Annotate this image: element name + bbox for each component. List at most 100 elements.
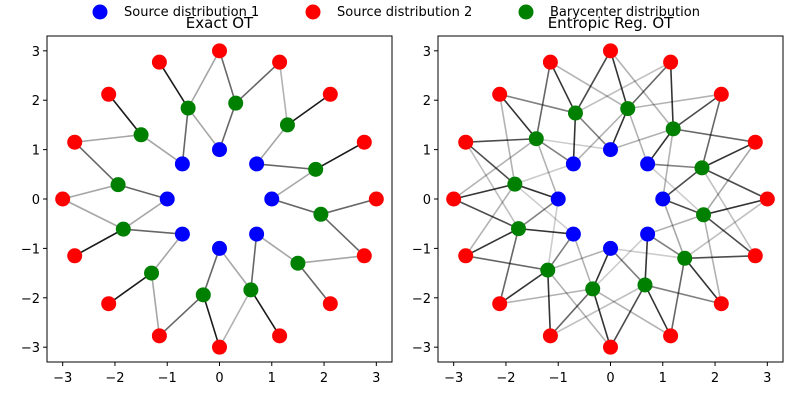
barycenter-point: [696, 207, 712, 223]
transport-link: [256, 233, 299, 264]
transport-link: [647, 163, 705, 216]
transport-link: [702, 214, 723, 304]
x-tick-label: 1: [659, 371, 667, 386]
transport-link: [465, 227, 519, 257]
legend-entry: Source distribution 2: [305, 4, 472, 20]
transport-link: [609, 284, 646, 348]
barycenter-point: [620, 101, 636, 117]
transport-link: [187, 107, 221, 151]
source-2-point: [356, 134, 372, 150]
transport-link: [202, 248, 221, 296]
transport-link: [592, 288, 672, 337]
transport-link: [499, 93, 537, 140]
transport-link: [575, 61, 671, 114]
transport-link: [574, 112, 612, 151]
legend: Source distribution 1 Source distribution…: [92, 4, 700, 20]
y-tick-label: −3: [412, 341, 431, 356]
y-tick-label: 2: [423, 94, 431, 109]
transport-link: [627, 93, 722, 110]
transport-link: [297, 262, 331, 305]
barycenter-point: [540, 262, 556, 278]
y-tick-label: 3: [423, 45, 431, 60]
source-2-point: [458, 248, 474, 264]
panel-exact-ot: −3 −2 −1 0 1 2 3 −3 −2 −1 0 1 2 3 Exact OT: [21, 14, 393, 386]
transport-link: [703, 198, 768, 216]
transport-link: [684, 255, 756, 260]
transport-link: [250, 289, 281, 337]
transport-link: [547, 269, 612, 348]
source-2-point: [151, 54, 167, 70]
source-1-point: [565, 156, 581, 172]
transport-link: [250, 233, 258, 290]
source-2-point: [759, 191, 775, 207]
transport-link: [218, 289, 252, 348]
legend-marker: [518, 4, 534, 20]
axes-frame: [46, 35, 393, 363]
transport-link: [669, 62, 675, 129]
transport-link: [181, 108, 189, 165]
transport-link: [535, 62, 552, 139]
transport-link: [218, 102, 237, 150]
legend-entry: Source distribution 1: [92, 4, 259, 20]
transport-link: [117, 183, 168, 200]
source-2-point: [542, 328, 558, 344]
barycenter-point: [110, 177, 126, 193]
transport-link: [549, 61, 629, 110]
transport-link: [158, 61, 189, 109]
transport-link: [572, 113, 577, 164]
transport-link: [62, 198, 124, 230]
x-tick-label: 2: [320, 371, 328, 386]
barycenter-point: [308, 161, 324, 177]
transport-link: [499, 288, 593, 305]
transport-link: [609, 50, 629, 109]
transport-link: [150, 233, 184, 274]
x-tick-label: −3: [444, 371, 463, 386]
transport-link: [123, 228, 183, 235]
source-2-point: [356, 248, 372, 264]
transport-link: [62, 183, 119, 200]
legend-marker: [305, 4, 321, 20]
transport-link: [498, 94, 516, 185]
legend-label: Barycenter distribution: [550, 5, 700, 20]
source-2-point: [663, 54, 679, 70]
legend-marker: [92, 4, 108, 20]
transport-link: [108, 272, 153, 305]
x-tick-label: −1: [549, 371, 568, 386]
transport-link: [647, 163, 703, 169]
chart-title: Entropic Reg. OT: [548, 14, 674, 32]
barycenter-point: [180, 100, 196, 116]
source-2-point: [603, 43, 618, 59]
axes-frame: [437, 35, 784, 363]
source-2-point: [492, 296, 508, 312]
transport-link: [453, 138, 537, 200]
transport-link: [150, 272, 161, 336]
transport-link: [546, 198, 560, 271]
transport-link: [158, 294, 204, 337]
source-2-point: [212, 339, 227, 355]
y-tick-label: 1: [423, 144, 431, 159]
transport-link: [218, 247, 252, 291]
legend-entry: Barycenter distribution: [518, 4, 700, 20]
transport-link: [140, 134, 183, 165]
source-2-point: [67, 248, 83, 264]
source-2-point: [713, 86, 729, 102]
y-tick-label: −2: [412, 292, 431, 307]
transport-link: [701, 141, 756, 169]
transport-link: [74, 228, 124, 257]
source-1-point: [603, 142, 618, 158]
barycenter-point: [528, 131, 544, 147]
source-1-point: [174, 226, 190, 242]
transport-link: [703, 214, 756, 257]
transport-link: [499, 93, 576, 114]
series-source-2-point: [55, 43, 384, 355]
barycenter-point: [115, 221, 131, 237]
transport-link: [684, 198, 768, 259]
transport-link: [684, 257, 722, 305]
transport-link: [465, 141, 516, 185]
y-tick-label: −1: [21, 242, 40, 257]
source-1-point: [249, 156, 265, 172]
transport-link: [644, 234, 649, 285]
barycenter-point: [313, 206, 329, 222]
transport-link: [701, 167, 768, 200]
source-2-point: [272, 54, 288, 70]
